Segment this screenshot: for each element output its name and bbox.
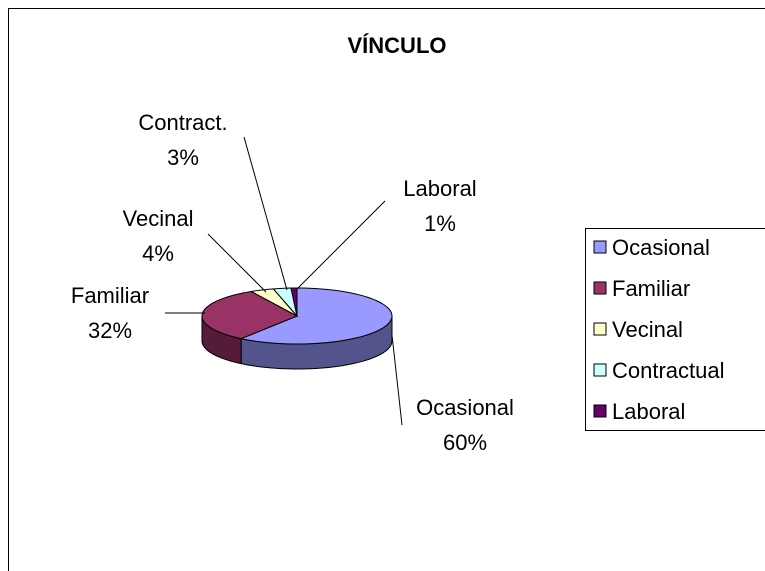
data-label: Ocasional 60% <box>416 395 514 455</box>
legend-label: Laboral <box>612 399 685 424</box>
data-label: Laboral 1% <box>403 176 476 236</box>
data-label-value: 3% <box>167 145 199 170</box>
legend-swatch <box>593 281 607 295</box>
data-label: Vecinal 4% <box>123 206 194 266</box>
data-label-value: 1% <box>424 211 456 236</box>
data-label-value: 60% <box>443 430 487 455</box>
legend-label: Vecinal <box>612 317 683 342</box>
leader-line <box>207 233 267 293</box>
chart-title: VÍNCULO <box>348 33 447 58</box>
legend-box <box>585 228 765 431</box>
legend-label: Familiar <box>612 276 690 301</box>
legend-swatch <box>593 322 607 336</box>
leader-line <box>295 200 386 291</box>
data-label-name: Contract. <box>138 110 227 135</box>
data-label-name: Laboral <box>403 176 476 201</box>
legend-swatch <box>593 363 607 377</box>
slice <box>249 288 298 317</box>
data-label-name: Familiar <box>71 283 149 308</box>
leader-line <box>243 136 288 291</box>
slice <box>239 287 393 345</box>
legend-swatch <box>593 240 607 254</box>
leader-line <box>391 334 403 426</box>
data-label: Contract. 3% <box>138 110 227 170</box>
data-label-value: 32% <box>88 318 132 343</box>
data-label-value: 4% <box>142 241 174 266</box>
legend-swatch <box>593 404 607 418</box>
legend-label: Ocasional <box>612 235 710 260</box>
data-label: Familiar 32% <box>71 283 149 343</box>
slice <box>201 290 299 340</box>
data-label-name: Ocasional <box>416 395 514 420</box>
legend-label: Contractual <box>612 358 725 383</box>
data-label-name: Vecinal <box>123 206 194 231</box>
slice <box>290 287 298 317</box>
